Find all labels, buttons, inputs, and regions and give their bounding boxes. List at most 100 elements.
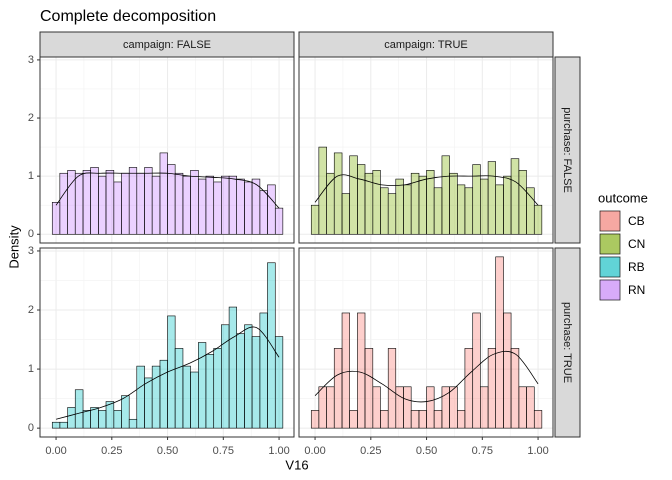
x-tick-label: 0.25 [360, 445, 381, 457]
bar [144, 167, 153, 235]
legend-title: outcome [598, 190, 648, 205]
bar [441, 155, 450, 235]
bar [464, 187, 474, 235]
bar [74, 172, 84, 235]
bar [310, 410, 320, 429]
bar [372, 386, 381, 429]
bar [487, 348, 496, 429]
panel-background [40, 57, 294, 243]
bar [418, 175, 427, 235]
bar [364, 348, 374, 429]
bar [128, 418, 138, 429]
legend-label: RB [628, 260, 645, 274]
bar [472, 164, 481, 235]
bar [426, 170, 435, 235]
bar [480, 386, 489, 429]
bar [82, 170, 91, 235]
strip [554, 56, 581, 244]
bar [403, 386, 412, 429]
bar [433, 187, 443, 235]
bar [333, 152, 343, 235]
x-tick-label: 1.00 [268, 445, 289, 457]
bar [205, 175, 215, 235]
bar [274, 207, 284, 235]
bar [213, 181, 222, 235]
strip-label: purchase: TRUE [561, 302, 573, 383]
bar [82, 410, 91, 429]
x-axis-title: V16 [285, 457, 308, 472]
bar [113, 410, 122, 429]
bar [113, 181, 122, 235]
bar [426, 386, 435, 429]
bar [182, 175, 191, 235]
bar [259, 190, 268, 235]
bar [228, 306, 237, 429]
bar [518, 386, 527, 429]
panel-background [299, 57, 553, 243]
bar [174, 348, 184, 429]
density-line [55, 326, 280, 420]
bar [236, 178, 245, 235]
bar [205, 354, 215, 429]
bar [449, 386, 458, 429]
bar [495, 184, 504, 235]
bar [357, 164, 366, 235]
bar [151, 365, 161, 429]
bar [136, 365, 145, 429]
panel-border [298, 247, 554, 438]
bar [274, 336, 284, 429]
x-tick-label: 0.75 [472, 445, 493, 457]
bar [267, 184, 276, 235]
x-tick-label: 0.75 [213, 445, 234, 457]
bar [198, 178, 207, 235]
bar [533, 204, 543, 235]
bar [510, 158, 520, 235]
bar [244, 181, 253, 235]
bar [487, 161, 496, 235]
bar [105, 170, 115, 235]
bar [59, 421, 68, 429]
bar [403, 184, 412, 235]
x-tick-label: 0.25 [101, 445, 122, 457]
bar [259, 312, 268, 429]
bar [380, 410, 389, 429]
strip-label: campaign: FALSE [123, 39, 211, 51]
bar [387, 348, 397, 429]
legend-swatch [599, 256, 621, 278]
bar [174, 172, 184, 235]
bar [472, 312, 481, 429]
y-tick-label: 1 [28, 363, 34, 375]
legend-swatch [599, 210, 621, 232]
x-tick-label: 1.00 [527, 445, 548, 457]
bar [121, 172, 130, 235]
legend-label: RN [628, 283, 645, 297]
x-tick-label: 0.00 [304, 445, 325, 457]
bar [244, 324, 253, 429]
strip-label: purchase: FALSE [561, 107, 573, 193]
bar [236, 333, 245, 429]
bar [526, 386, 535, 429]
bar [228, 175, 237, 235]
bar [251, 336, 261, 429]
bar [121, 395, 130, 429]
bar [136, 172, 145, 235]
strip [554, 247, 581, 438]
bar [387, 193, 397, 235]
bar [182, 365, 191, 429]
bar [167, 164, 176, 235]
bar [395, 178, 404, 235]
bar [190, 170, 199, 235]
bar [98, 175, 107, 235]
x-tick-label: 0.50 [416, 445, 437, 457]
bar [357, 312, 366, 429]
bar [518, 170, 527, 235]
bar [318, 386, 327, 429]
panel-border [298, 56, 554, 244]
x-tick-label: 0.00 [45, 445, 66, 457]
bar [510, 348, 520, 429]
bar [90, 407, 99, 429]
y-tick-label: 3 [28, 245, 34, 257]
bar [349, 410, 358, 429]
bar [349, 155, 358, 235]
